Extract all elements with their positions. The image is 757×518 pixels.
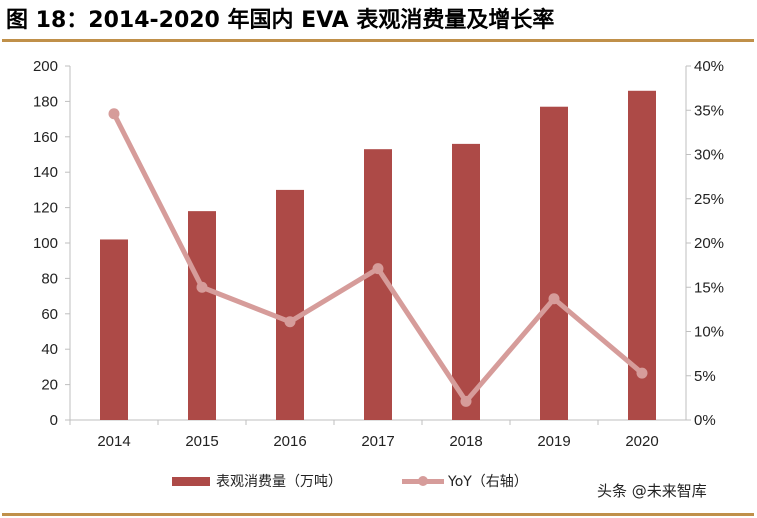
legend-line-label: YoY（右轴） bbox=[448, 474, 528, 490]
x-tick-label: 2017 bbox=[361, 433, 394, 450]
x-tick-label: 2014 bbox=[97, 433, 130, 450]
yoy-point bbox=[636, 367, 648, 379]
bar bbox=[188, 211, 216, 420]
right-tick-label: 20% bbox=[694, 235, 724, 252]
title-rule bbox=[2, 39, 754, 42]
legend-bar-swatch bbox=[172, 476, 210, 486]
left-tick-label: 80 bbox=[41, 270, 58, 287]
bar bbox=[276, 189, 304, 420]
x-tick-label: 2019 bbox=[537, 433, 570, 450]
left-tick-label: 100 bbox=[33, 235, 58, 252]
yoy-point bbox=[284, 316, 296, 328]
left-tick-label: 120 bbox=[33, 200, 58, 217]
x-tick-label: 2018 bbox=[449, 433, 482, 450]
x-tick-label: 2020 bbox=[625, 433, 658, 450]
bar bbox=[100, 239, 128, 420]
yoy-point bbox=[548, 293, 560, 305]
right-tick-label: 5% bbox=[694, 368, 716, 385]
x-tick-label: 2016 bbox=[273, 433, 306, 450]
right-tick-label: 35% bbox=[694, 102, 724, 119]
left-tick-label: 60 bbox=[41, 306, 58, 323]
left-tick-label: 20 bbox=[41, 377, 58, 394]
legend: 表观消费量（万吨） YoY（右轴） bbox=[172, 471, 528, 491]
legend-bar-label: 表观消费量（万吨） bbox=[216, 474, 342, 490]
bar bbox=[452, 143, 480, 420]
left-tick-label: 200 bbox=[33, 58, 58, 75]
watermark: 头条 @未来智库 bbox=[597, 482, 707, 500]
right-tick-label: 10% bbox=[694, 324, 724, 341]
left-tick-label: 0 bbox=[50, 412, 58, 429]
left-tick-label: 40 bbox=[41, 341, 58, 358]
bar bbox=[540, 106, 568, 421]
right-tick-label: 40% bbox=[694, 58, 724, 75]
left-tick-label: 160 bbox=[33, 129, 58, 146]
right-tick-label: 0% bbox=[694, 412, 716, 429]
left-tick-label: 180 bbox=[33, 93, 58, 110]
yoy-point bbox=[372, 263, 384, 275]
legend-line-swatch bbox=[402, 475, 444, 486]
right-tick-label: 25% bbox=[694, 191, 724, 208]
left-tick-label: 140 bbox=[33, 164, 58, 181]
yoy-point bbox=[108, 108, 120, 120]
right-tick-label: 30% bbox=[694, 147, 724, 164]
yoy-point bbox=[196, 281, 208, 293]
yoy-point bbox=[460, 395, 472, 407]
right-tick-label: 15% bbox=[694, 279, 724, 296]
chart-title: 图 18：2014-2020 年国内 EVA 表观消费量及增长率 bbox=[6, 8, 555, 33]
bottom-rule bbox=[2, 513, 754, 516]
x-tick-label: 2015 bbox=[185, 433, 218, 450]
